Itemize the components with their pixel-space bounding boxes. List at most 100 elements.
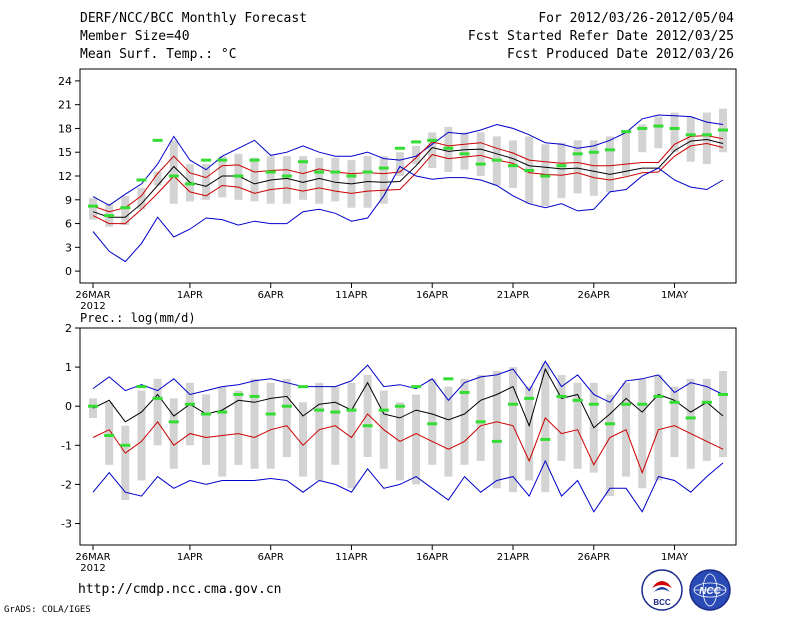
observed-marker [217, 158, 228, 162]
observed-marker [330, 170, 341, 174]
ensemble-bar [509, 140, 517, 188]
observed-marker [394, 146, 405, 150]
y-tick-label: -2 [61, 478, 72, 491]
x-tick-label: 21APR [497, 290, 530, 301]
observed-marker [168, 420, 179, 424]
observed-marker [265, 170, 276, 174]
observed-marker [604, 422, 615, 426]
observed-marker [669, 126, 680, 130]
observed-marker [346, 408, 357, 412]
panel-2: -3 -2 -1 0 1 2 26MAR 1APR 6APR 11APR 16APR 21APR 26A… [61, 311, 737, 574]
observed-marker [314, 408, 325, 412]
ensemble-bar [202, 164, 211, 200]
ensemble-bar [670, 112, 679, 153]
observed-marker [621, 402, 632, 406]
ensemble-bar [557, 374, 566, 461]
panel-1: 0 3 6 9 12 15 18 21 24 26MAR 1APR 6APR 11APR 16APR 21A… [58, 68, 737, 312]
observed-marker [120, 443, 131, 447]
y-tick-label: 1 [65, 361, 72, 374]
observed-marker [88, 204, 98, 208]
series-ensemble-median [92, 142, 724, 225]
ensemble-bar [622, 132, 631, 176]
series-ensemble-mean [92, 367, 724, 429]
ensemble-bar [363, 374, 372, 458]
ensemble-bar [153, 172, 162, 186]
y-tick-label: 24 [58, 75, 72, 88]
ensemble-bar [379, 156, 388, 204]
observed-marker [136, 385, 147, 389]
x-tick-label: 26APR [577, 290, 610, 301]
observed-marker [621, 130, 632, 134]
ensemble-bar [557, 142, 566, 199]
ensemble-bar [218, 156, 227, 198]
series-ensemble-max [92, 360, 724, 403]
bcc-logo-text: BCC [653, 598, 671, 607]
y-tick-label: 21 [58, 99, 72, 112]
observed-marker [540, 437, 551, 441]
x-tick-label: 1MAY [661, 290, 689, 301]
ensemble-bar [89, 198, 97, 220]
observed-marker [637, 126, 648, 130]
source-url[interactable]: http://cmdp.ncc.cma.gov.cn [78, 582, 282, 597]
y-tick-label: 3 [65, 241, 72, 254]
x-tick-label: 16APR [416, 290, 449, 301]
ensemble-bar [654, 374, 663, 481]
ensemble-bar [218, 386, 227, 477]
observed-marker [411, 385, 422, 389]
grads-credit: GrADS: COLA/IGES [4, 605, 91, 615]
observed-marker [604, 148, 615, 152]
observed-marker [201, 412, 212, 416]
x-tick-label: 1APR [177, 290, 203, 301]
x-tick-label: 1APR [177, 552, 203, 563]
y-tick-label: 9 [65, 194, 72, 207]
observed-marker [637, 402, 648, 406]
observed-marker [508, 402, 518, 406]
y-tick-label: 2 [65, 322, 72, 335]
x-tick-label: 11APR [335, 552, 368, 563]
ensemble-bar [105, 402, 114, 465]
observed-marker [588, 150, 599, 154]
y-tick-label: 12 [58, 170, 72, 183]
ensemble-bar [169, 398, 178, 469]
ensemble-bar [282, 378, 291, 458]
ensemble-bar [121, 425, 130, 501]
observed-marker [249, 158, 260, 162]
y-tick-label: 0 [65, 265, 72, 278]
observed-marker [281, 404, 292, 408]
x-year-label: 2012 [80, 563, 105, 574]
observed-marker [491, 439, 502, 443]
variable-label: Mean Surf. Temp.: °C [80, 47, 237, 62]
y-tick-label: 6 [65, 218, 72, 231]
chart-title: DERF/NCC/BCC Monthly Forecast [80, 11, 307, 26]
ensemble-bar [444, 386, 453, 477]
observed-marker [701, 400, 712, 404]
observed-marker [427, 422, 438, 426]
observed-marker [201, 158, 212, 162]
observed-marker [346, 174, 357, 178]
observed-marker [265, 412, 276, 416]
ensemble-bar [605, 394, 614, 497]
observed-marker [104, 214, 115, 218]
observed-marker [152, 138, 163, 142]
ensemble-bar [509, 367, 517, 493]
observed-marker [718, 128, 728, 132]
observed-marker [362, 170, 373, 174]
observed-marker [524, 168, 535, 172]
observed-marker [443, 377, 454, 381]
observed-marker [378, 166, 389, 170]
plot-frame [79, 327, 737, 546]
y-tick-label: -3 [61, 517, 72, 530]
ensemble-bar [670, 386, 679, 458]
ncc-logo-text: NCC [699, 586, 721, 597]
observed-marker [427, 138, 438, 142]
x-tick-label: 11APR [335, 290, 368, 301]
ensemble-bar [638, 124, 647, 153]
observed-marker [362, 424, 373, 428]
observed-marker [669, 400, 680, 404]
observed-marker [685, 416, 696, 420]
series-ensemble-min [92, 165, 724, 263]
ensemble-bar [315, 382, 324, 481]
observed-marker [378, 408, 389, 412]
ensemble-bar [476, 374, 485, 461]
ensemble-bar [702, 378, 711, 461]
